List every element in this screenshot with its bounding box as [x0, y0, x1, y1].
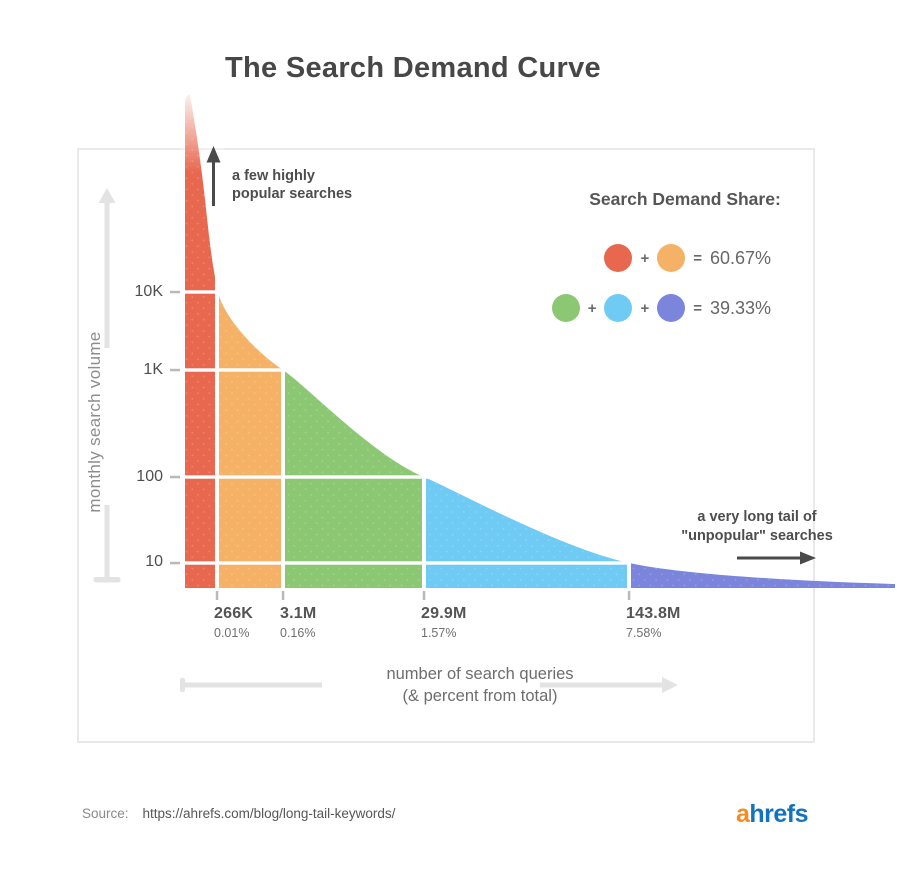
legend-circle-orange-icon	[657, 244, 686, 272]
ahrefs-logo: ahrefs	[736, 800, 809, 829]
x-axis-caption-line2: (& percent from total)	[402, 687, 558, 705]
x-axis-caption-line1: number of search queries	[386, 665, 574, 683]
logo-part-blue: hrefs	[749, 800, 809, 828]
x-tick-percent-4: 7.58%	[626, 626, 662, 640]
plus-sign: +	[587, 299, 597, 317]
equals-sign: =	[693, 299, 702, 317]
annotation-popular: a few highly popular searches	[232, 167, 352, 203]
annotation-longtail-line2: "unpopular" searches	[681, 528, 833, 544]
legend-title: Search Demand Share:	[589, 189, 781, 209]
y-tick-10k: 10K	[134, 283, 163, 300]
x-tick-value-3: 29.9M	[421, 605, 467, 622]
x-axis-arrow-icon	[180, 677, 678, 693]
x-axis-caption: number of search queries (& percent from…	[330, 663, 630, 707]
x-tick-percent-3: 1.57%	[421, 626, 457, 640]
annotation-longtail: a very long tail of "unpopular" searches	[668, 508, 846, 546]
y-tick-10: 10	[145, 553, 163, 570]
y-axis-arrow-icon	[93, 188, 121, 583]
legend-circle-purple-icon	[657, 294, 686, 322]
source-url: https://ahrefs.com/blog/long-tail-keywor…	[142, 806, 396, 821]
legend-share-tail: 39.33%	[710, 297, 772, 318]
chart-panel-border	[77, 148, 815, 743]
x-tick-value-4: 143.8M	[626, 605, 681, 622]
legend-circle-blue-icon	[604, 294, 633, 322]
plus-sign: +	[640, 249, 650, 267]
page-title: The Search Demand Curve	[225, 52, 601, 84]
plus-sign: +	[640, 299, 650, 317]
legend-circle-green-icon	[551, 294, 580, 322]
popular-up-arrow-icon	[206, 146, 221, 206]
x-tick-value-1: 266K	[214, 605, 254, 622]
logo-part-orange: a	[736, 800, 750, 828]
source-row: Source: https://ahrefs.com/blog/long-tail…	[82, 806, 395, 821]
legend-row-tail: + + = 39.33%	[551, 293, 772, 323]
annotation-popular-line2: popular searches	[232, 186, 353, 202]
source-label: Source:	[82, 806, 129, 821]
x-tick-percent-1: 0.01%	[214, 626, 250, 640]
y-tick-marks	[170, 290, 180, 565]
x-tick-marks	[215, 591, 631, 600]
legend-row-head: + = 60.67%	[604, 243, 772, 273]
log-gridlines	[183, 290, 630, 565]
x-tick-value-2: 3.1M	[280, 605, 317, 622]
y-axis-label: monthly search volume	[85, 331, 104, 513]
equals-sign: =	[693, 249, 702, 267]
legend-circle-red-icon	[604, 244, 633, 272]
annotation-popular-line1: a few highly	[232, 168, 315, 184]
y-tick-100: 100	[136, 468, 163, 485]
x-tick-percent-2: 0.16%	[280, 626, 316, 640]
legend-share-head: 60.67%	[710, 247, 772, 268]
annotation-longtail-line1: a very long tail of	[697, 509, 817, 525]
longtail-right-arrow-icon	[737, 551, 816, 565]
y-tick-1k: 1K	[143, 361, 163, 378]
